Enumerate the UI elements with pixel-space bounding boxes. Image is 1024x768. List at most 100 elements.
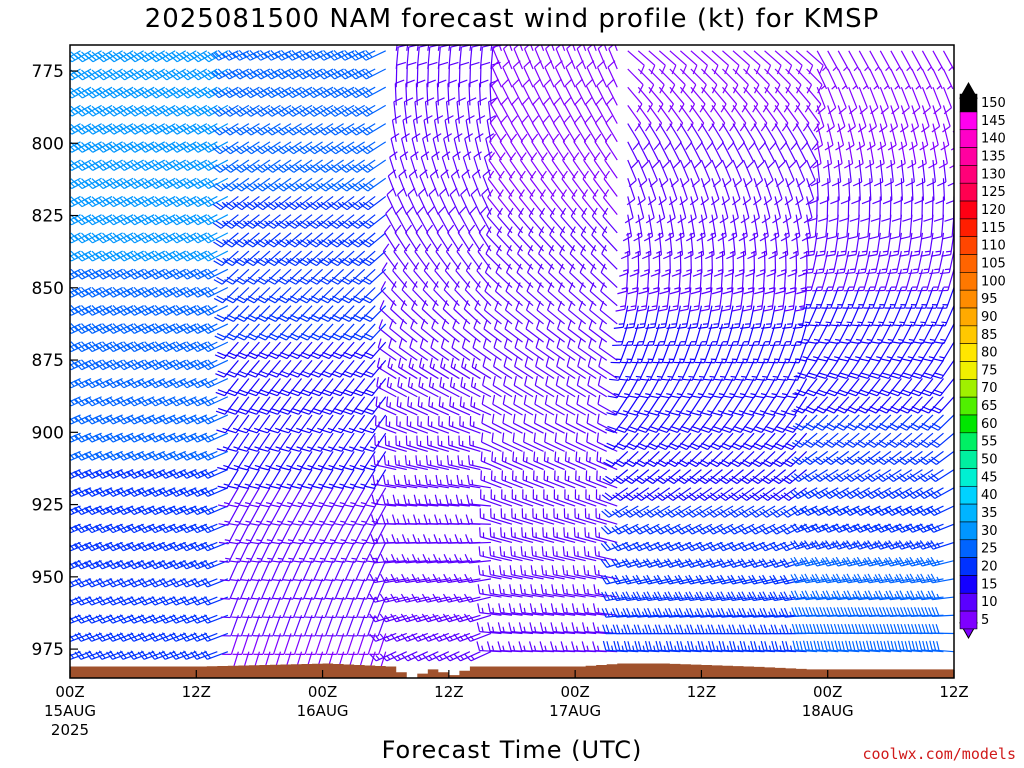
barb-flag — [127, 109, 136, 117]
barb-flag — [81, 323, 89, 331]
barb-flag — [300, 314, 310, 320]
barb-flag — [106, 235, 114, 244]
barb-staff — [70, 450, 92, 461]
wind-barb — [127, 632, 155, 642]
barb-flag — [279, 448, 290, 452]
wind-barb — [74, 541, 102, 552]
barb-half-flag — [104, 525, 110, 531]
barb-flag — [85, 271, 93, 280]
barb-staff — [356, 615, 366, 637]
barb-flag — [70, 341, 78, 349]
barb-flag — [88, 342, 96, 351]
barb-flag — [54, 381, 60, 388]
wind-barb — [127, 578, 155, 588]
barb-flag — [279, 410, 289, 415]
barb-flag — [362, 373, 372, 378]
barb-staff — [123, 505, 144, 516]
barb-flag — [342, 410, 352, 415]
barb-flag — [98, 342, 107, 351]
barb-flag — [361, 297, 371, 304]
barb-half-flag — [115, 398, 120, 404]
barb-flag — [130, 234, 139, 242]
barb-flag — [256, 354, 267, 360]
wind-barb — [116, 596, 144, 606]
barb-flag — [102, 250, 110, 259]
barb-flag — [109, 216, 118, 224]
barb-flag — [85, 199, 94, 208]
barb-flag — [81, 232, 89, 241]
wind-barb — [322, 469, 345, 489]
barb-staff — [133, 523, 155, 534]
barb-half-flag — [297, 483, 303, 486]
barb-flag — [109, 71, 118, 79]
barb-half-flag — [136, 561, 141, 567]
wind-barb — [116, 541, 144, 552]
barb-flag — [383, 455, 386, 465]
barb-flag — [95, 651, 103, 660]
barb-flag — [77, 559, 85, 568]
barb-flag — [77, 578, 85, 587]
barb-flag — [54, 598, 60, 605]
wind-barb — [256, 305, 281, 322]
barb-flag — [385, 206, 393, 214]
barb-flag — [215, 373, 225, 378]
barb-flag — [57, 397, 63, 404]
barb-staff — [123, 450, 144, 461]
barb-staff — [81, 487, 102, 497]
barb-staff — [283, 633, 292, 655]
barb-flag — [60, 269, 67, 276]
wind-barb — [95, 523, 123, 534]
barb-flag — [95, 416, 103, 425]
barb-half-flag — [360, 502, 367, 505]
barb-flag — [127, 525, 135, 534]
barb-flag — [289, 429, 300, 434]
barb-flag — [260, 523, 271, 526]
wind-barb — [116, 650, 144, 660]
barb-flag — [299, 373, 309, 378]
barb-half-flag — [339, 483, 345, 486]
barb-flag — [102, 196, 110, 204]
barb-flag — [344, 504, 354, 508]
barb-flag — [98, 360, 107, 369]
barb-flag — [102, 178, 110, 186]
barb-flag — [137, 181, 146, 189]
barb-staff — [122, 614, 144, 624]
barb-flag — [268, 410, 278, 415]
barb-flag — [417, 61, 428, 66]
barb-staff — [102, 450, 123, 461]
barb-flag — [88, 541, 96, 550]
wind-barb — [271, 523, 292, 545]
barb-flag — [95, 543, 103, 552]
barb-flag — [106, 543, 114, 552]
wind-barb — [106, 632, 134, 642]
barb-flag — [237, 295, 247, 301]
barb-flag — [77, 179, 86, 188]
barb-flag — [85, 543, 93, 552]
barb-flag — [106, 452, 114, 461]
barb-flag — [237, 448, 248, 452]
barb-flag — [382, 474, 386, 485]
barb-flag — [271, 541, 282, 545]
wind-barb — [116, 450, 144, 461]
barb-flag — [138, 54, 147, 63]
barb-half-flag — [307, 464, 313, 468]
barb-flag — [144, 250, 152, 259]
barb-flag — [140, 360, 149, 369]
barb-flag — [112, 341, 121, 349]
barb-half-flag — [245, 520, 251, 523]
wind-barb — [249, 487, 271, 508]
wind-barb — [298, 323, 324, 341]
barb-half-flag — [370, 446, 376, 450]
barb-flag — [341, 391, 352, 397]
barb-half-flag — [94, 380, 99, 386]
barb-flag — [270, 407, 281, 413]
barb-flag — [119, 523, 128, 532]
barb-flag — [74, 109, 83, 117]
barb-flag — [70, 598, 75, 605]
barb-half-flag — [73, 416, 78, 422]
barb-staff — [101, 578, 123, 588]
barb-flag — [236, 391, 246, 397]
barb-flag — [95, 217, 104, 226]
wind-barb — [200, 650, 229, 660]
barb-flag — [141, 234, 149, 242]
